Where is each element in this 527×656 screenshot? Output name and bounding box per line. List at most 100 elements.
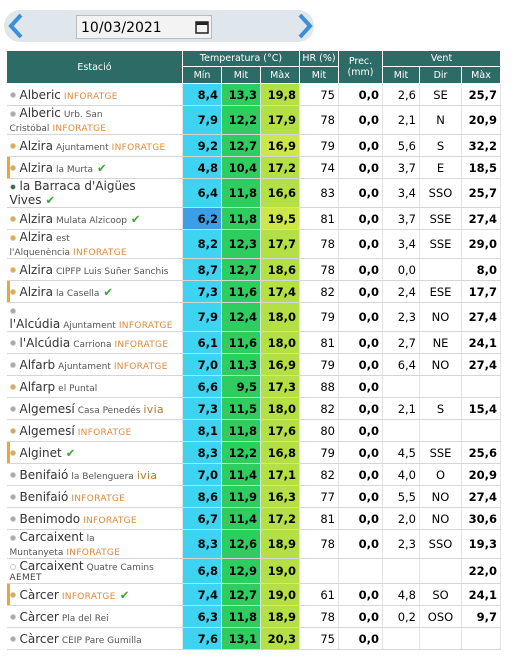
station-row: l'Alcúdia Ajuntament INFORATGE 7,9 12,4 18,0 7… [6,302,501,332]
value-cell: S [419,134,462,157]
station-row: Carcaixent Quatre Camins AEMET 6,8 12,9 19,0 2… [6,558,501,584]
station-name: Benimodo [19,511,81,526]
value-cell: 8,2 [182,229,222,259]
station-cell: l'Alcúdia Carriona INFORATGE [6,331,183,354]
value-cell: 4,8 [382,583,420,606]
station-source: INFORATGE [71,493,126,504]
value-cell: 16,9 [260,353,300,376]
value-cell: 17,7 [260,229,300,259]
station-detail: el Puntal [58,383,98,394]
status-dot [9,592,16,598]
value-cell: SSO [419,529,462,559]
station-row: Alzira la Murta ✔ 4,8 10,4 17,2 74 0,0 3,7 E 18,5 [6,156,501,179]
station-row: Benimodo INFORATGE 6,7 11,4 17,2 81 0,0 2,0 NO 30… [6,507,501,530]
value-cell: 6,6 [182,375,222,398]
value-cell: 11,8 [221,419,261,442]
value-cell: 80 [299,419,339,442]
status-dot [9,165,16,171]
station-source: INFORATGE [63,91,118,102]
status-dot [9,183,16,190]
station-name: l'Alcúdia [19,335,71,350]
station-cell: l'Alcúdia Ajuntament INFORATGE [6,302,183,332]
station-cell: Càrcer INFORATGE ✔ [6,583,183,606]
station-detail: Ajuntament [63,321,116,331]
station-row: Algemesí Casa Penedés ivia 7,3 11,5 18,0 82 0,0… [6,397,501,420]
value-cell: NO [419,485,462,508]
value-cell: 74 [299,156,339,179]
value-cell: SSE [419,229,462,259]
station-row: Càrcer CEIP Pare Gumilla 7,6 13,1 20,3 75 0,0 [6,627,501,650]
value-cell: 3,4 [382,178,420,208]
station-source: ivia [143,402,164,416]
value-cell: 12,9 [221,558,261,584]
station-source: AEMET [9,573,42,583]
value-cell: 78 [299,605,339,628]
value-cell: 7,0 [182,463,222,486]
station-detail: la Casella [55,288,100,299]
value-cell: 22,0 [461,558,501,584]
prev-day[interactable] [8,13,24,39]
value-cell: 27,4 [461,485,501,508]
header-precipitation: Prec. (mm) [338,50,383,84]
station-cell: Carcaixent la Muntanyeta INFORATGE [6,529,183,559]
value-cell: S [419,397,462,420]
value-cell: 88 [299,375,339,398]
value-cell: 79 [299,134,339,157]
value-cell: 0,0 [338,280,383,303]
station-row: Alberic INFORATGE 8,4 13,3 19,8 75 0,0 2,6 SE 25,… [6,83,501,106]
value-cell: E [419,156,462,179]
value-cell [419,375,462,398]
value-cell: 2,4 [382,280,420,303]
station-cell: Alberic Urb. San Cristóbal INFORATGE [6,105,183,135]
value-cell: 8,1 [182,419,222,442]
status-dot [9,340,16,346]
value-cell: 16,9 [260,134,300,157]
status-dot [9,472,16,478]
value-cell: 17,6 [260,419,300,442]
value-cell: 11,9 [221,485,261,508]
station-cell: Algemesí Casa Penedés ivia [6,397,183,420]
value-cell: 15,4 [461,397,501,420]
value-cell: 3,7 [382,207,420,230]
value-cell: 0,0 [338,529,383,559]
value-cell: 9,7 [461,605,501,628]
verified-check: ✔ [45,193,56,207]
value-cell: 17,7 [461,280,501,303]
station-source: INFORATGE [77,427,132,438]
value-cell [461,375,501,398]
value-cell [419,258,462,281]
value-cell: 25,7 [461,83,501,106]
value-cell: 10,4 [221,156,261,179]
status-dot [9,289,16,295]
calendar-icon[interactable] [195,20,209,34]
value-cell: 2,7 [382,331,420,354]
value-cell: 12,4 [221,302,261,332]
station-row: Alzira Ajuntament INFORATGE 9,2 12,7 16,9 79 0,… [6,134,501,157]
value-cell: 0,0 [338,302,383,332]
value-cell [419,627,462,650]
station-cell: Benifaió la Belenguera ivia [6,463,183,486]
date-input[interactable]: 10/03/2021 [76,15,212,39]
station-cell: Alfarp el Puntal [6,375,183,398]
station-row: la Barraca d'Aigües Vives ✔ 6,4 11,8 16,6 83 0… [6,178,501,208]
station-row: Alginet ✔ 8,3 12,2 16,8 79 0,0 4,5 SSE 25,6 [6,441,501,464]
value-cell: 16,8 [260,441,300,464]
value-cell: 17,4 [260,280,300,303]
value-cell: 6,2 [182,207,222,230]
value-cell: 81 [299,331,339,354]
value-cell: 7,3 [182,280,222,303]
station-name: Càrcer [19,631,59,646]
next-day[interactable] [297,13,313,39]
value-cell: 2,0 [382,507,420,530]
value-cell: 2,1 [382,397,420,420]
value-cell: 5,5 [382,485,420,508]
value-cell: 11,8 [221,605,261,628]
station-detail: CEIP Pare Gumilla [61,635,142,646]
station-detail: est l'Alquenència [9,234,71,258]
value-cell [382,419,420,442]
value-cell: 19,8 [260,83,300,106]
value-cell: 8,6 [182,485,222,508]
value-cell: 4,8 [182,156,222,179]
value-cell: 2,3 [382,302,420,332]
value-cell: 0,0 [338,627,383,650]
